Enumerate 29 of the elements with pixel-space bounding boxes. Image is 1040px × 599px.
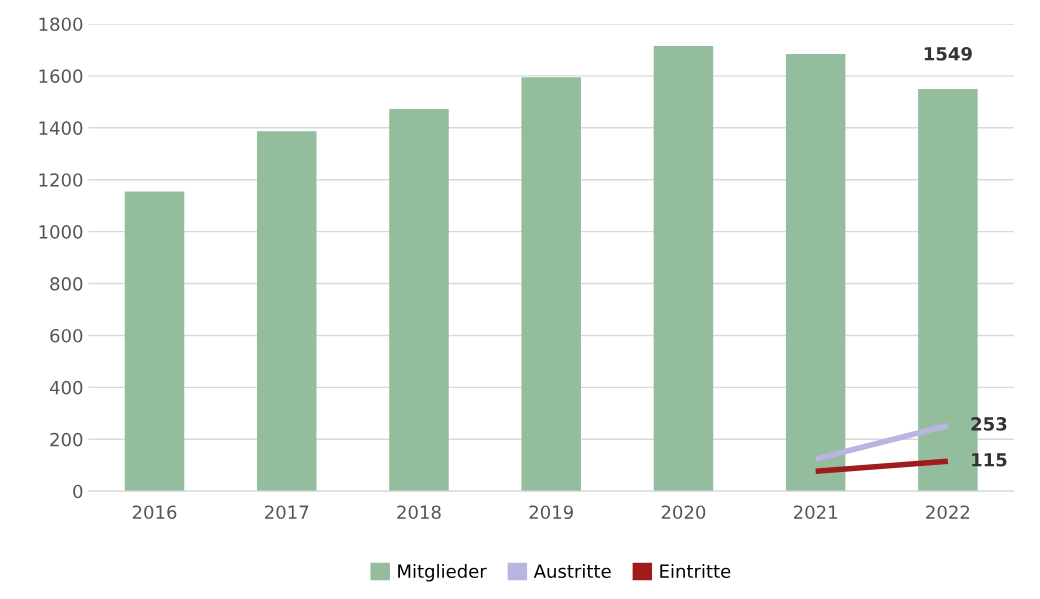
data-label: 1549	[924, 46, 972, 61]
legend-label: Eintritte	[660, 564, 731, 579]
y-tick-label: 800	[50, 276, 83, 291]
data-label: 115	[972, 453, 1007, 467]
bar	[389, 109, 449, 492]
bar	[653, 46, 714, 492]
bar	[785, 54, 846, 492]
legend-label: Austritte	[533, 564, 611, 579]
y-tick-label: 600	[50, 328, 83, 343]
x-tick-label: 2017	[265, 505, 309, 520]
x-tick-label: 2021	[794, 505, 837, 520]
x-tick-label: 2020	[661, 505, 706, 520]
y-tick-label: 1800	[39, 17, 83, 32]
bar	[256, 131, 317, 492]
x-tick-label: 2018	[397, 505, 441, 520]
y-tick-label: 200	[50, 432, 83, 447]
data-label: 253	[971, 417, 1007, 431]
y-tick-label: 1200	[39, 173, 83, 187]
y-tick-label: 1400	[39, 121, 83, 135]
bar	[124, 191, 185, 492]
legend-label: Mitglieder	[398, 564, 487, 582]
y-tick-label: 400	[49, 380, 83, 395]
x-tick-label: 2016	[132, 505, 177, 520]
y-tick-label: 0	[73, 484, 83, 499]
y-tick-label: 1600	[39, 69, 83, 83]
bar	[521, 77, 581, 492]
x-tick-label: 2019	[529, 505, 573, 520]
y-tick-label: 1000	[39, 225, 83, 239]
x-tick-label: 2022	[926, 505, 970, 520]
